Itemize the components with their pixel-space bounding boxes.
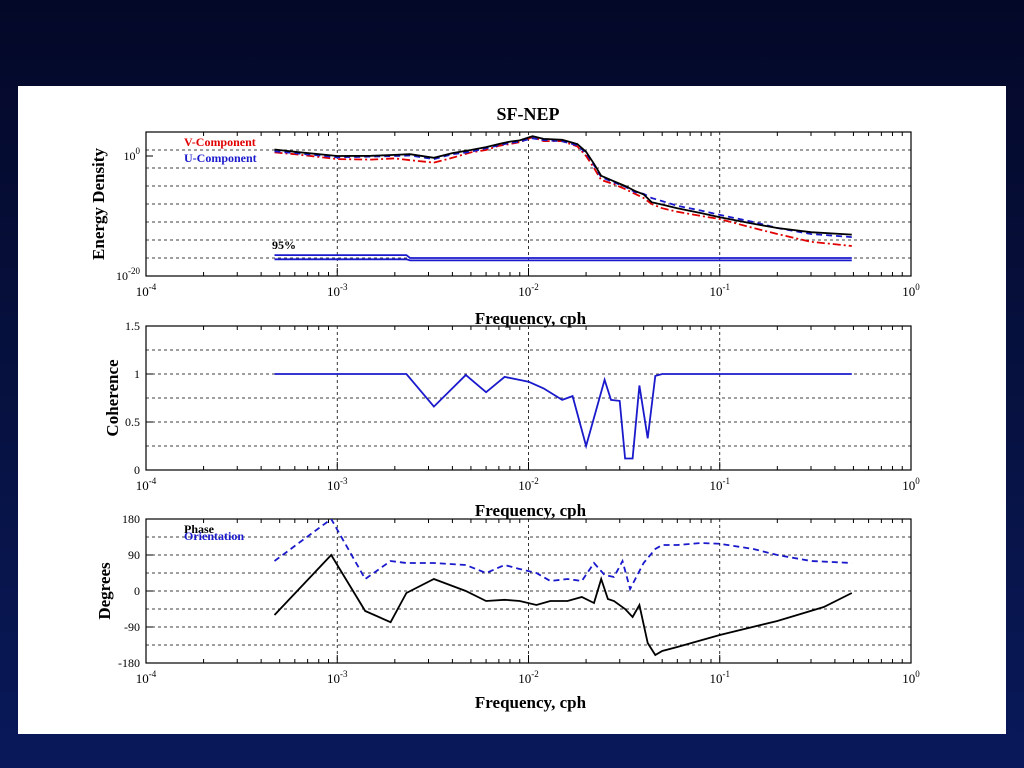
x-tick-exponent: -2	[531, 476, 539, 486]
x-tick-label: 10-4	[136, 282, 157, 299]
x-tick-exponent: 0	[915, 476, 920, 486]
x-tick-exponent: -3	[340, 669, 348, 679]
x-axis-label: Frequency, cph	[475, 501, 587, 520]
series-line	[274, 135, 852, 236]
series-line	[274, 136, 852, 247]
x-tick-exponent: 0	[915, 669, 920, 679]
y-axis-label: Coherence	[103, 359, 122, 437]
x-tick-label: 10-1	[710, 669, 731, 686]
x-tick-label: 10-2	[518, 476, 539, 493]
series-line	[273, 519, 852, 592]
v-gridlines	[336, 519, 721, 663]
h-gridlines	[146, 536, 911, 646]
y-tick-label: -90	[124, 620, 140, 634]
x-tick-exponent: -4	[149, 282, 157, 292]
series-line	[274, 258, 852, 262]
x-tick-label: 10-3	[327, 282, 348, 299]
x-tick-label: 10-1	[710, 476, 731, 493]
x-tick-label: 10-3	[327, 669, 348, 686]
v-gridlines	[336, 326, 721, 470]
x-tick-exponent: -1	[723, 282, 731, 292]
x-axis-label: Frequency, cph	[475, 693, 587, 712]
legend-entry: V-Component	[184, 135, 256, 149]
chart-panel-1: 10-4 10-3 10-2 10-1 100 100 10-20 Frequency, cp…	[89, 131, 920, 328]
y-tick-label: 10-20	[116, 266, 140, 283]
x-tick-exponent: -2	[531, 282, 539, 292]
figure-svg: SF-NEP 10-4 10-3 10-2 10-1 10010010-20Freque…	[89, 104, 920, 712]
figure-title: SF-NEP	[497, 104, 560, 124]
series-line	[274, 137, 852, 238]
chart-panel-3: 10-4 10-3 10-2 10-1 100 -180 -90 0 90 180 Frequenc…	[95, 512, 920, 712]
x-tick-label: 10-4	[136, 476, 157, 493]
x-minor-ticks	[203, 519, 903, 663]
x-tick-exponent: -3	[340, 476, 348, 486]
y-tick-label: 0	[134, 584, 140, 598]
annotation-label: 95%	[272, 238, 296, 252]
y-tick-label: 0.5	[125, 415, 140, 429]
series-line	[274, 254, 852, 259]
y-tick-exponent: 0	[136, 146, 141, 156]
x-tick-label: 100	[902, 669, 920, 686]
legend-entry: U-Component	[184, 151, 257, 165]
x-tick-exponent: 0	[915, 282, 920, 292]
series-line	[273, 553, 853, 657]
y-tick-exponent: -20	[128, 266, 140, 276]
y-tick-label: 1.5	[125, 319, 140, 333]
legend-entry: Phase	[184, 522, 215, 536]
y-tick-label: 100	[124, 146, 141, 163]
x-tick-exponent: -2	[531, 669, 539, 679]
y-tick-label: -180	[118, 656, 140, 670]
y-tick-label: 0	[134, 463, 140, 477]
slide-panel: SF-NEP 10-4 10-3 10-2 10-1 100 100 10-20 Freque…	[18, 86, 1006, 734]
y-tick-label: 180	[122, 512, 140, 526]
y-axis-label: Energy Density	[89, 148, 108, 260]
x-tick-label: 10-4	[136, 669, 157, 686]
x-tick-exponent: -3	[340, 282, 348, 292]
x-tick-exponent: -4	[149, 476, 157, 486]
x-axis-label: Frequency, cph	[475, 309, 587, 328]
x-tick-exponent: -1	[723, 476, 731, 486]
y-tick-label: 90	[128, 548, 140, 562]
x-tick-exponent: -4	[149, 669, 157, 679]
x-minor-ticks	[203, 326, 903, 470]
x-tick-label: 100	[902, 476, 920, 493]
series-line	[274, 373, 852, 460]
y-tick-label: 1	[134, 367, 140, 381]
x-minor-ticks	[203, 132, 903, 276]
y-axis-label: Degrees	[95, 562, 114, 620]
x-tick-label: 10-2	[518, 669, 539, 686]
x-tick-exponent: -1	[723, 669, 731, 679]
x-tick-label: 10-3	[327, 476, 348, 493]
x-tick-label: 10-1	[710, 282, 731, 299]
x-tick-label: 100	[902, 282, 920, 299]
x-tick-label: 10-2	[518, 282, 539, 299]
legend-entry: Orientation	[184, 529, 244, 543]
